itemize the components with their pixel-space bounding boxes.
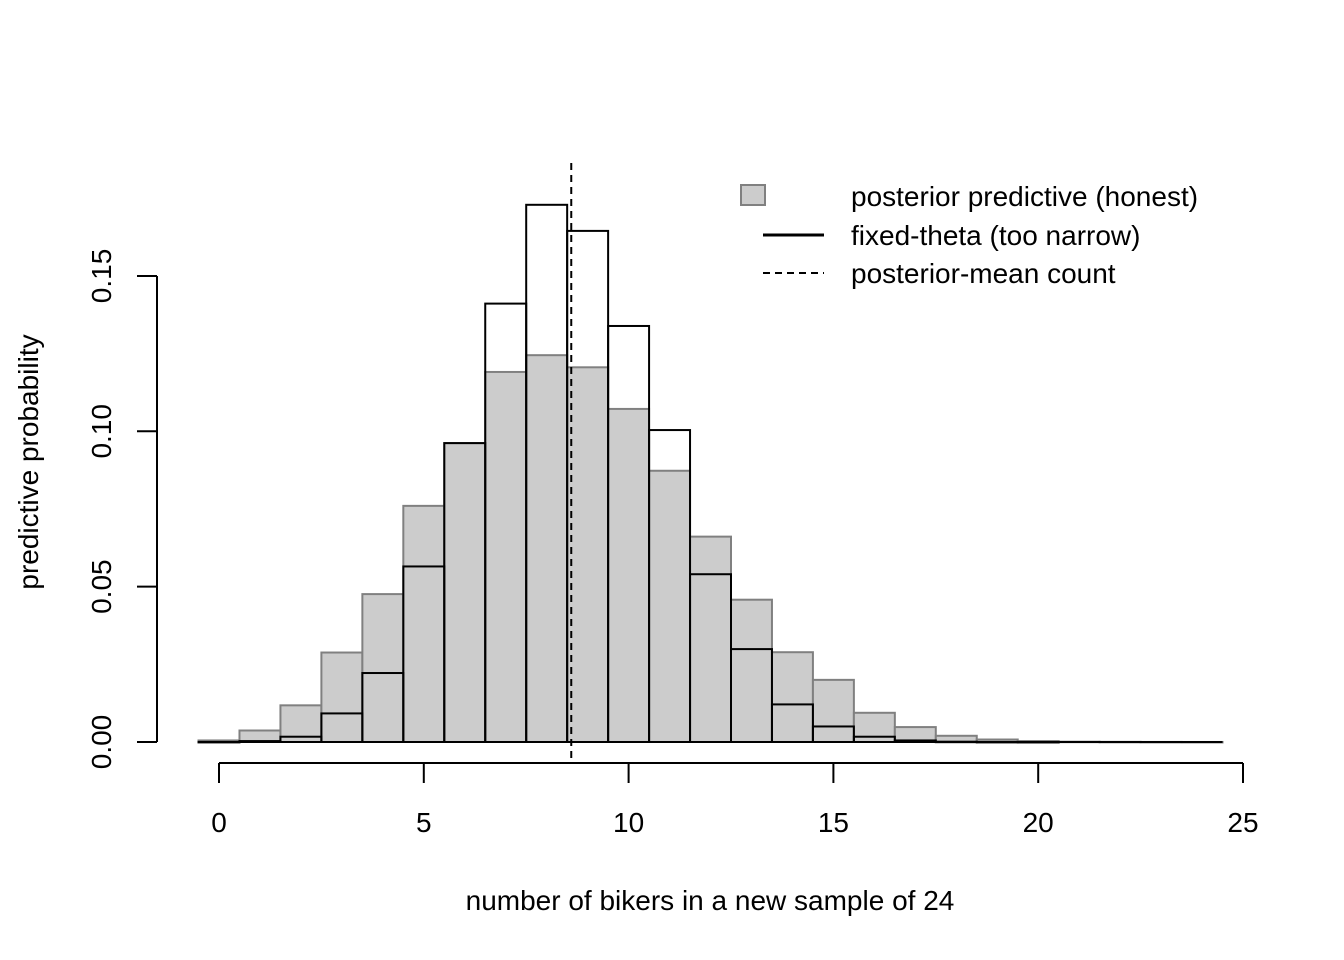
x-tick-label-15: 15: [818, 807, 849, 838]
y-tick-label-0.00: 0.00: [86, 715, 117, 770]
bar-honest-9: [566, 366, 610, 743]
bar-honest-11: [648, 469, 692, 743]
legend: posterior predictive (honest) fixed-thet…: [740, 181, 1198, 289]
y-tick-label-0.05: 0.05: [86, 559, 117, 614]
legend-swatch-honest: [740, 184, 766, 206]
bar-honest-5: [402, 504, 446, 744]
x-tick-label-25: 25: [1227, 807, 1258, 838]
x-tick-label-0: 0: [211, 807, 227, 838]
bar-honest-6: [443, 442, 487, 743]
bar-honest-7: [484, 370, 528, 743]
legend-label-fixed: fixed-theta (too narrow): [851, 220, 1140, 251]
bar-honest-8: [525, 354, 569, 743]
honest-bars: [197, 354, 1224, 744]
bar-honest-14: [770, 651, 814, 743]
bar-honest-3: [320, 651, 364, 743]
legend-label-reference: posterior-mean count: [851, 258, 1116, 289]
bar-honest-12: [689, 535, 732, 744]
x-axis: 0 5 10 15 20 25: [211, 762, 1259, 838]
y-axis: 0.00 0.05 0.10 0.15: [86, 249, 158, 770]
y-axis-label: predictive probability: [13, 334, 44, 589]
bar-honest-4: [361, 593, 405, 744]
x-axis-label: number of bikers in a new sample of 24: [466, 885, 955, 916]
bar-honest-10: [607, 407, 651, 743]
x-tick-label-10: 10: [613, 807, 644, 838]
legend-label-honest: posterior predictive (honest): [851, 181, 1198, 212]
bar-honest-13: [730, 598, 773, 743]
fixed-theta-bars: [197, 203, 1223, 744]
y-tick-label-0.15: 0.15: [86, 249, 117, 304]
x-tick-label-20: 20: [1023, 807, 1054, 838]
bar-honest-15: [811, 678, 855, 743]
x-tick-label-5: 5: [416, 807, 432, 838]
y-tick-label-0.10: 0.10: [86, 404, 117, 459]
